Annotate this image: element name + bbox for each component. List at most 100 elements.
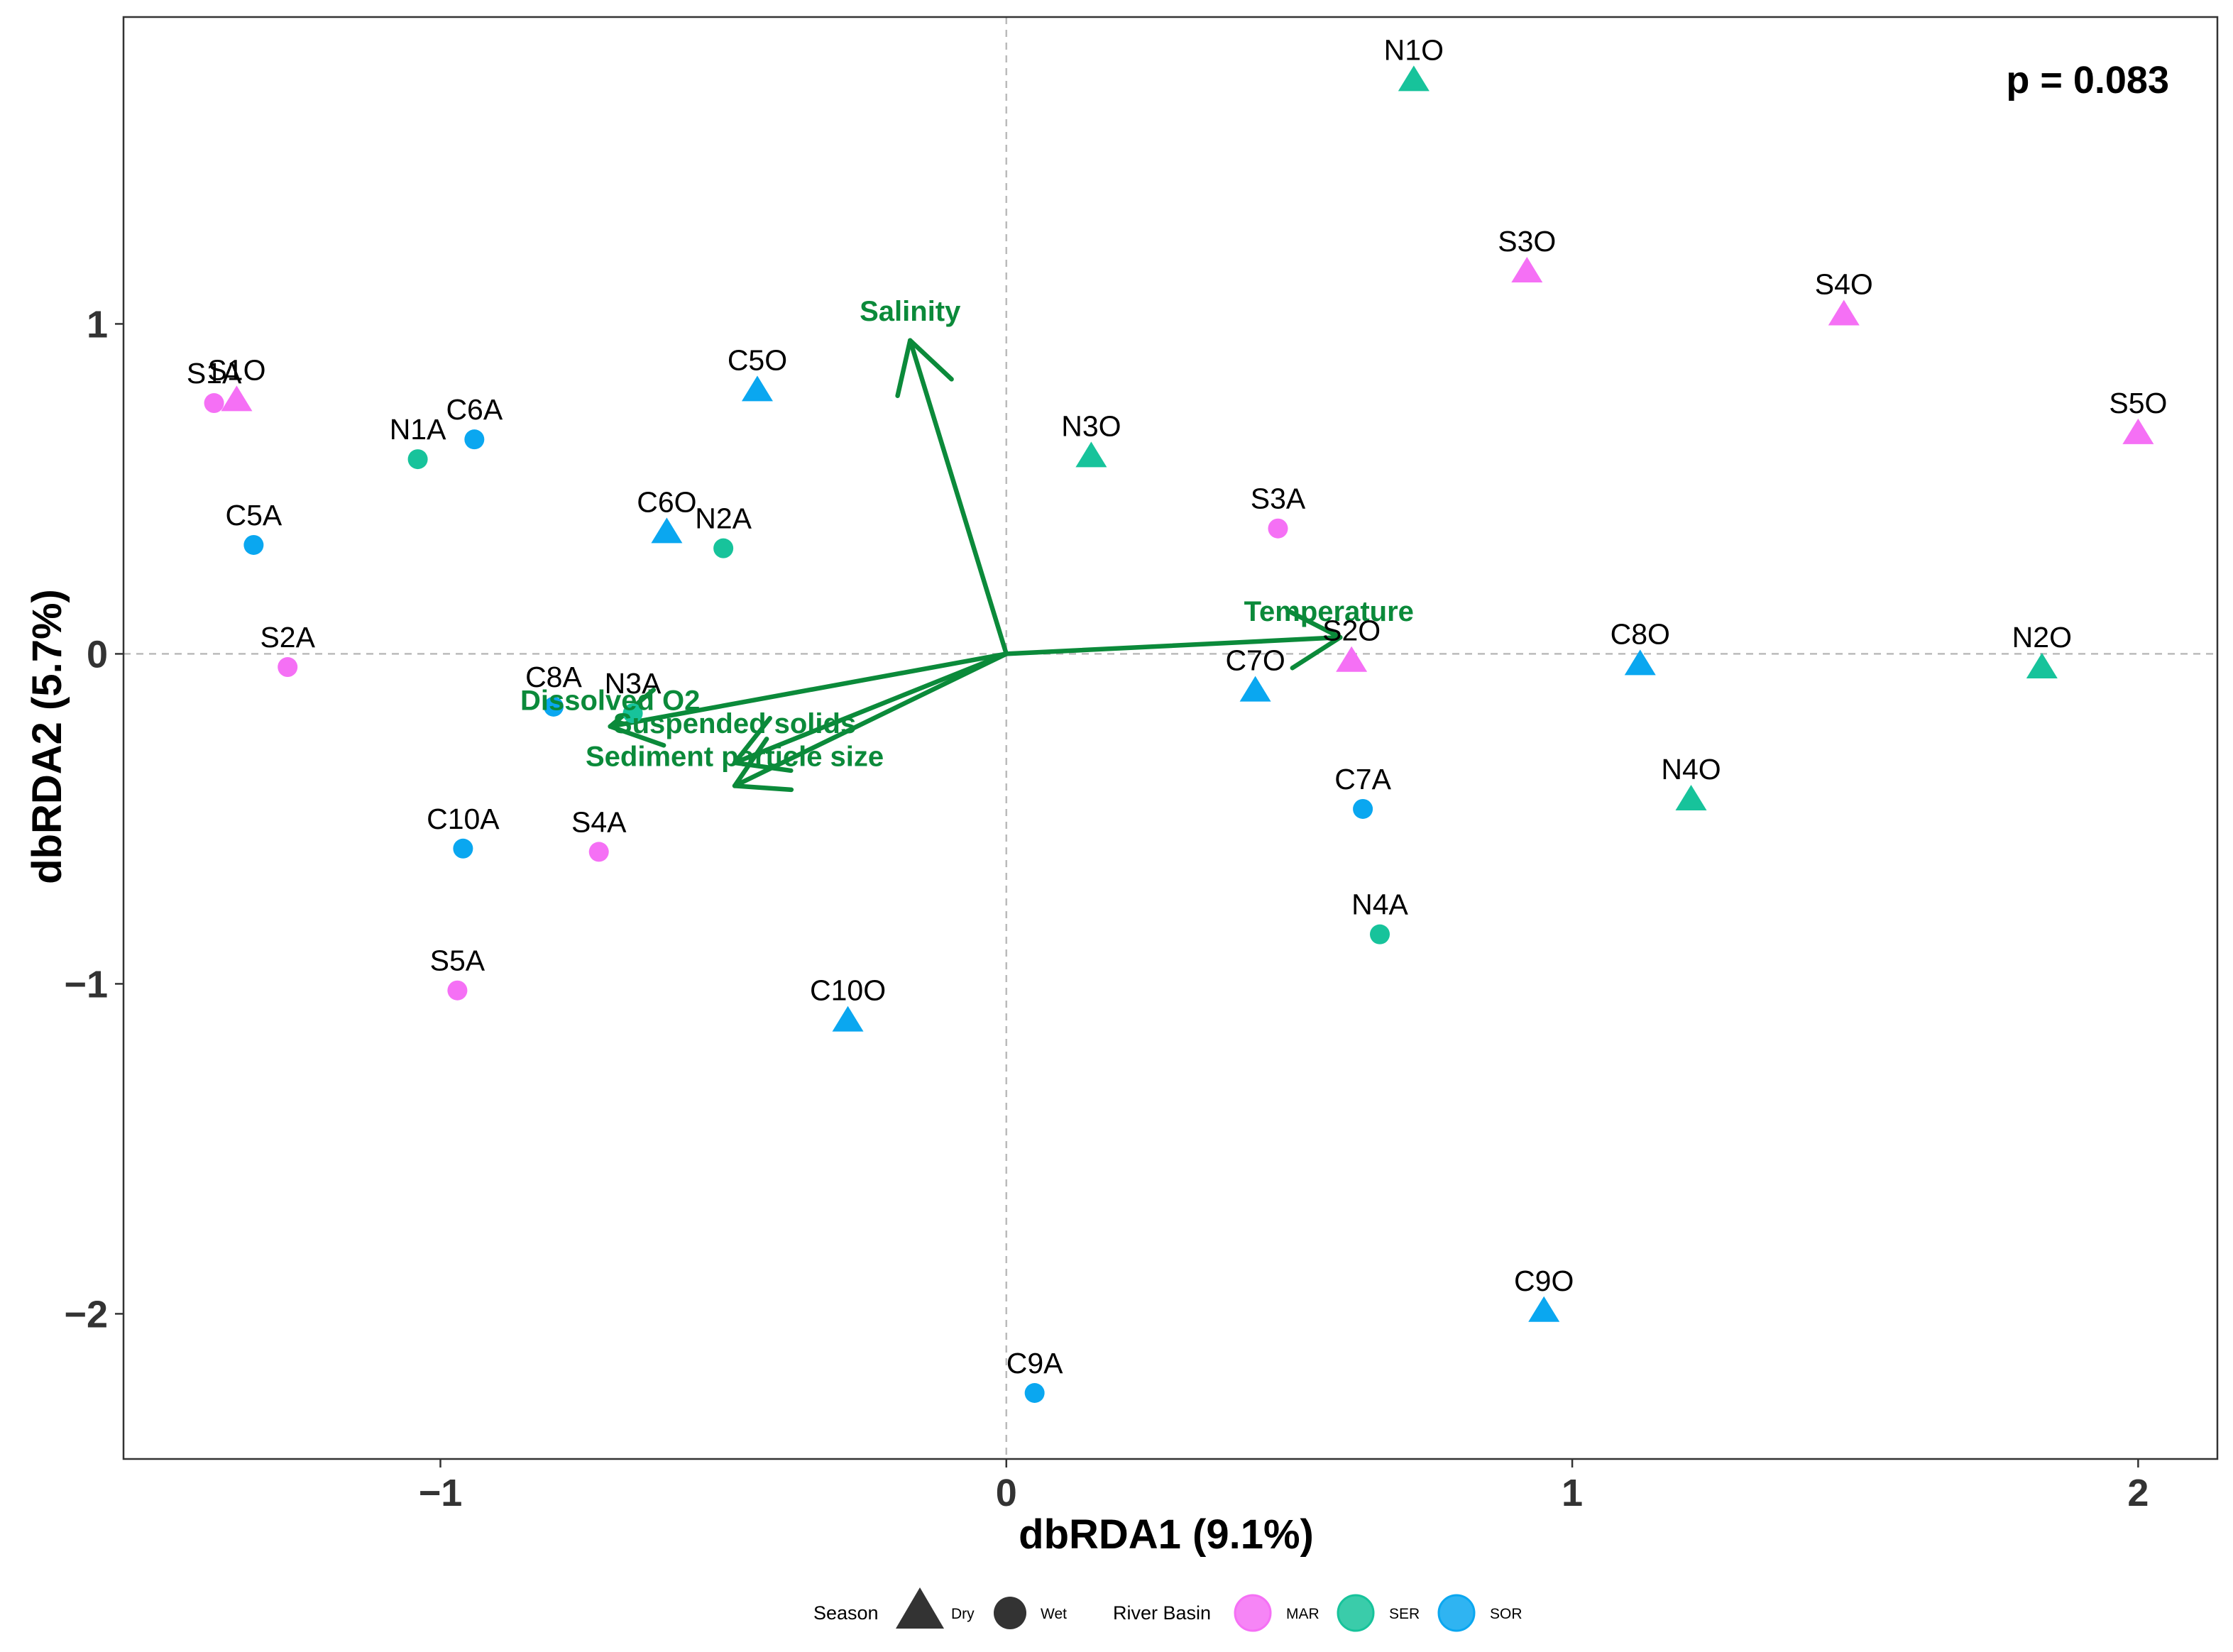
point-c6o	[651, 517, 683, 544]
point-c7a	[1353, 798, 1373, 819]
x-axis-ticks: −1 0 1 2	[419, 1459, 2149, 1514]
plot-panel-border	[122, 16, 2219, 1460]
x-tick-label: 0	[996, 1472, 1017, 1514]
point-label-s4o: S4O	[1815, 268, 1873, 300]
point-label-c6o: C6O	[637, 485, 696, 518]
point-label-n1o: N1O	[1384, 33, 1444, 66]
point-s3a	[1268, 518, 1288, 539]
y-tick-label: 1	[87, 303, 108, 346]
point-label-s3a: S3A	[1251, 483, 1306, 515]
vector-arrowhead-temperature	[1287, 609, 1343, 671]
point-label-n3a: N3A	[605, 667, 662, 700]
legend: Season Dry Wet River Basin MAR SER SOR	[813, 1587, 1522, 1632]
point-c8o	[1624, 649, 1656, 676]
point-s2a	[278, 657, 298, 678]
point-n4a	[1370, 924, 1390, 945]
point-n2o	[2026, 653, 2058, 679]
environment-vector-labels: Salinity Temperature Dissolved O2Suspended…	[520, 296, 1414, 773]
legend-basin-title: River Basin	[1113, 1602, 1211, 1624]
point-label-n2o: N2O	[2012, 621, 2072, 654]
legend-dry-triangle	[896, 1587, 944, 1629]
point-label-c10o: C10O	[810, 974, 886, 1007]
point-label-c7a: C7A	[1334, 763, 1391, 795]
point-n4o	[1675, 785, 1707, 811]
x-tick-label: −1	[419, 1472, 463, 1514]
vector-label-salinity: Salinity	[860, 296, 961, 327]
y-tick-label: −2	[64, 1293, 108, 1336]
point-label-c5o: C5O	[728, 343, 787, 376]
vector-dissolved-o2	[608, 651, 1009, 729]
point-label-c8a: C8A	[525, 661, 582, 693]
zero-reference-lines	[124, 17, 2217, 1459]
legend-basin-swatch-sor	[1437, 1594, 1476, 1632]
point-label-c10a: C10A	[427, 803, 500, 835]
x-axis-title: dbRDA1 (9.1%)	[1019, 1511, 1314, 1558]
point-label-n4o: N4O	[1661, 753, 1721, 786]
point-s5a	[447, 980, 468, 1001]
point-n3a	[622, 703, 643, 724]
sample-points	[204, 65, 2154, 1404]
point-s4o	[1828, 299, 1860, 326]
legend-season-title: Season	[813, 1602, 879, 1624]
point-label-c9o: C9O	[1514, 1265, 1574, 1297]
point-s5o	[2122, 418, 2154, 444]
legend-basin-swatch-ser	[1337, 1594, 1375, 1632]
point-label-s5o: S5O	[2109, 387, 2167, 419]
vector-salinity	[907, 338, 1009, 656]
y-axis-title: dbRDA2 (5.7%)	[24, 589, 70, 884]
vector-sediment-particle-size	[732, 651, 1009, 788]
point-c9a	[1024, 1383, 1045, 1404]
point-n1o	[1398, 65, 1430, 92]
point-label-s2a: S2A	[260, 621, 315, 654]
point-label-n1a: N1A	[390, 413, 446, 446]
point-s1a	[204, 393, 224, 414]
vector-label-dissolved-o2: Dissolved O2	[520, 685, 700, 717]
point-label-n2a: N2A	[695, 502, 752, 535]
point-label-n3o: N3O	[1061, 409, 1121, 442]
point-n3o	[1075, 441, 1107, 468]
point-label-s1a: S1A	[187, 357, 242, 390]
point-s3o	[1511, 257, 1543, 283]
point-n2a	[713, 538, 734, 558]
point-c10o	[832, 1006, 864, 1032]
point-label-c8o: C8O	[1611, 617, 1670, 650]
y-tick-label: 0	[87, 633, 108, 676]
vector-arrowhead-dissolved-o2	[608, 687, 666, 748]
point-c8a	[543, 696, 564, 717]
vector-label-suspended-solids: Suspended solids	[613, 708, 856, 739]
point-label-s1o: S1O	[207, 353, 265, 386]
point-c10a	[453, 838, 473, 859]
vector-arrowhead-sediment-particle-size	[732, 737, 794, 793]
vector-label-temperature: Temperature	[1244, 596, 1414, 627]
point-label-c7o: C7O	[1225, 644, 1285, 677]
point-c6a	[464, 429, 485, 450]
legend-basin-label-mar: MAR	[1286, 1606, 1320, 1622]
p-value-annotation: p = 0.083	[2006, 59, 2169, 101]
legend-basin-swatch-mar	[1234, 1594, 1272, 1632]
y-axis-ticks: −2 −1 0 1	[64, 303, 124, 1336]
x-tick-label: 1	[1562, 1472, 1583, 1514]
environment-vectors	[608, 338, 1343, 793]
point-c9o	[1528, 1296, 1560, 1322]
point-s2o	[1336, 646, 1368, 672]
legend-dry-label: Dry	[951, 1606, 975, 1622]
point-c5o	[741, 375, 773, 402]
point-label-s5a: S5A	[430, 945, 485, 977]
point-label-c6a: C6A	[446, 393, 503, 426]
point-label-c9a: C9A	[1006, 1347, 1063, 1380]
point-c7o	[1239, 676, 1271, 702]
x-tick-label: 2	[2127, 1472, 2149, 1514]
point-label-c5a: C5A	[225, 499, 282, 532]
vector-temperature	[1004, 634, 1343, 656]
point-label-s2o: S2O	[1322, 615, 1381, 647]
point-c5a	[243, 534, 264, 555]
point-n1a	[407, 449, 428, 470]
vector-suspended-solids	[732, 651, 1009, 766]
legend-wet-circle	[994, 1597, 1026, 1629]
legend-basin-label-ser: SER	[1389, 1606, 1420, 1622]
point-label-s4a: S4A	[571, 805, 627, 838]
vector-label-sediment-particle-size: Sediment particle size	[586, 742, 884, 773]
point-s1o	[221, 385, 253, 412]
